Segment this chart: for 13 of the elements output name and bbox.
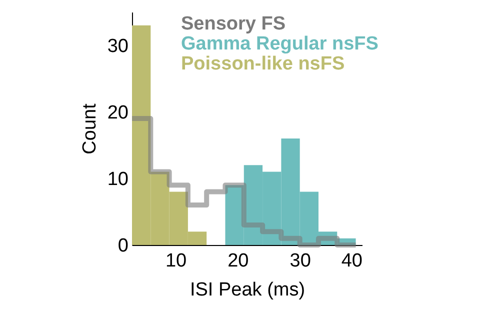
x-tick-label: 30 [290, 250, 311, 272]
text: Gamma Regular nsFS [181, 34, 378, 54]
y-tick-label: 20 [107, 102, 128, 124]
y-tick-label: 30 [107, 36, 128, 57]
x-axis-title: ISI Peak (ms) [190, 280, 306, 300]
text: Sensory FS [181, 14, 286, 34]
y-tick-label: 10 [107, 168, 128, 190]
series-label: Poisson-like nsFS [181, 54, 345, 74]
x-tick-label: 40 [341, 250, 362, 272]
y-tick-label: 0 [118, 236, 128, 256]
y-axis-title: Count [79, 102, 100, 154]
x-tick-label: 20 [228, 250, 249, 272]
x-tick-label: 10 [165, 250, 187, 272]
